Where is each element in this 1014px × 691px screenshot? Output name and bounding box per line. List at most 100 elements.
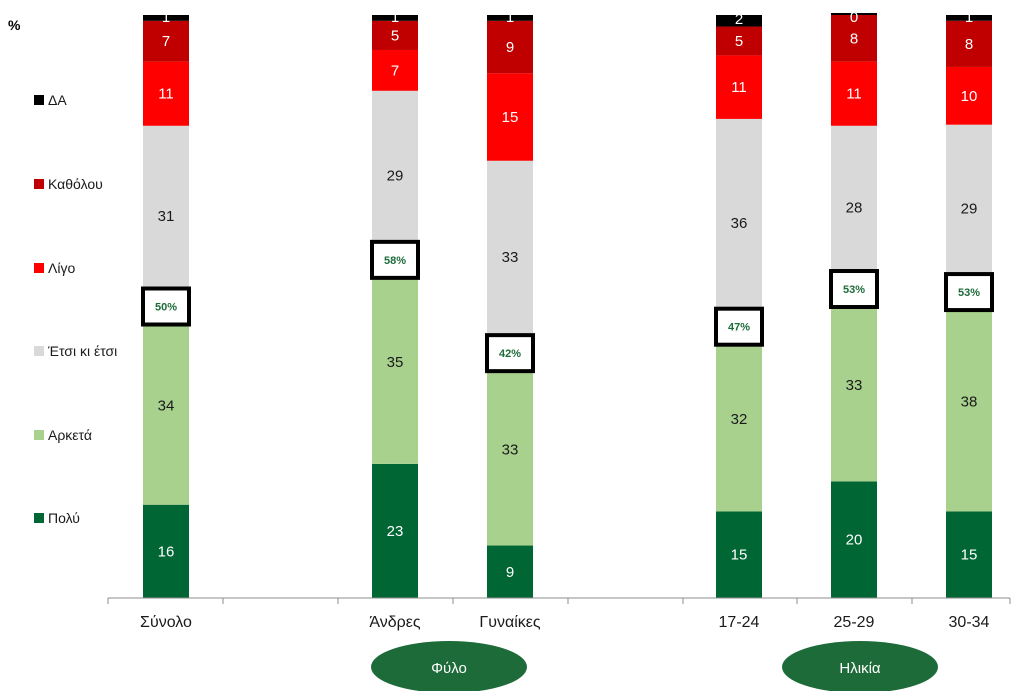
bar-segment (143, 20, 189, 62)
data-label: 10 (961, 88, 978, 105)
category-label: Σύνολο (140, 614, 192, 631)
data-label: 15 (731, 547, 748, 564)
bar-stack: 9 33 33 15 9 1 42% (485, 9, 535, 598)
data-label: 15 (961, 547, 978, 564)
data-label: 1 (391, 9, 399, 26)
bar-segment (831, 61, 877, 126)
bar-segment (372, 15, 418, 21)
data-label: 33 (502, 441, 519, 458)
data-label: 7 (162, 33, 170, 50)
x-axis: Σύνολο Άνδρες Γυναίκες 17-24 25-29 30-34 (107, 597, 1011, 631)
data-label: 31 (158, 208, 175, 225)
bar-segment (946, 511, 992, 598)
bar-segment (487, 20, 533, 74)
annotation-label: 58% (384, 255, 406, 267)
bar-segment (831, 15, 877, 62)
data-label: 34 (158, 398, 175, 415)
category-label: 17-24 (719, 614, 760, 631)
category-label: 25-29 (834, 614, 875, 631)
data-label: 20 (846, 532, 863, 549)
bar-segment (716, 15, 762, 27)
data-label: 11 (158, 86, 174, 103)
bar-segment (716, 511, 762, 598)
legend-swatch (34, 513, 44, 523)
data-label: 35 (387, 354, 404, 371)
bar-segment (143, 504, 189, 598)
data-label: 32 (731, 411, 748, 428)
data-label: 7 (391, 62, 399, 79)
bar-segment (372, 20, 418, 50)
data-label: 0 (850, 9, 858, 26)
data-label: 23 (387, 523, 404, 540)
data-label: 9 (506, 564, 514, 581)
bar-segment (716, 118, 762, 327)
data-label: 8 (965, 36, 973, 53)
bar-segment (946, 20, 992, 67)
bar-stack: 23 35 29 7 51 58% (370, 9, 420, 598)
bar-segment (946, 66, 992, 125)
bars: 163431117150%23352975158%93333159142%153… (141, 9, 994, 598)
bar-segment (143, 125, 189, 307)
data-label: 11 (846, 86, 862, 103)
bar-segment (946, 15, 992, 21)
data-label: 1 (506, 9, 514, 26)
data-label: 15 (502, 109, 519, 126)
annotation-label: 50% (155, 302, 177, 314)
data-label: 16 (158, 543, 175, 560)
bar-segment (143, 15, 189, 21)
data-label: 33 (502, 249, 519, 266)
annotation-label: 47% (728, 322, 750, 334)
group-labels: Φύλο Ηλικία (371, 641, 938, 691)
legend-swatch (34, 430, 44, 440)
annotation-label: 53% (958, 287, 980, 299)
annotation-box (370, 239, 420, 280)
legend-swatch (34, 179, 44, 189)
bar-segment (372, 463, 418, 598)
bar-stack: 16 34 31 11 7 1 50% (141, 9, 191, 598)
data-label: 29 (387, 167, 404, 184)
bar-segment (716, 326, 762, 512)
data-label: 36 (731, 215, 748, 232)
bar-stack: 20 33 28 11 8 0 53% (829, 9, 879, 598)
category-label: Γυναίκες (479, 614, 541, 631)
legend-label: Λίγο (48, 260, 75, 276)
legend-swatch (34, 346, 44, 356)
legend-swatch (34, 95, 44, 105)
legend-swatch (34, 263, 44, 273)
group-ellipse (782, 641, 938, 691)
data-label: 5 (391, 27, 399, 44)
legend-label: Πολύ (48, 510, 80, 526)
group-label: Φύλο (431, 660, 467, 677)
bar-segment (143, 61, 189, 126)
bar-segment (487, 545, 533, 598)
data-label: 1 (965, 9, 973, 26)
bar-segment (946, 124, 992, 293)
data-label: 33 (846, 377, 863, 394)
group-ellipse (371, 641, 527, 691)
bar-segment (831, 289, 877, 482)
legend-label: Καθόλου (48, 176, 103, 192)
data-label: 8 (850, 30, 858, 47)
annotation-box (829, 269, 879, 310)
data-label: 28 (846, 199, 863, 216)
bar-segment (831, 13, 877, 15)
bar-stack: 15 38 29 10 8 1 53% (944, 9, 994, 598)
legend-label: Έτσι κι έτσι (47, 343, 117, 359)
bar-segment (487, 160, 533, 354)
bar-segment (716, 26, 762, 56)
data-label: 9 (506, 39, 514, 56)
group-label: Ηλικία (839, 660, 880, 677)
bar-segment (372, 90, 418, 260)
bar-segment (716, 55, 762, 119)
category-label: 30-34 (949, 614, 990, 631)
bar-segment (487, 73, 533, 161)
data-label: 1 (162, 9, 170, 26)
annotation-label: 42% (499, 348, 521, 360)
data-label: 29 (961, 200, 978, 217)
bar-segment (372, 259, 418, 464)
unit-label: % (8, 17, 21, 33)
bar-segment (487, 353, 533, 546)
bar-segment (831, 125, 877, 290)
data-label: 2 (735, 11, 743, 28)
legend-label: ΔΑ (48, 92, 67, 108)
